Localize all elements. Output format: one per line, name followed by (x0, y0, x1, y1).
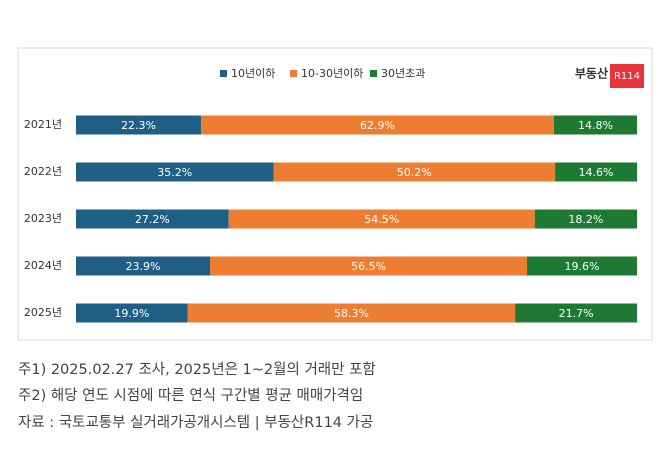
value-label: 56.5% (351, 260, 386, 273)
bar-segment (76, 162, 274, 182)
logo-badge (610, 64, 644, 88)
legend-label: 30년초과 (381, 67, 425, 80)
bar-segment (76, 209, 229, 229)
value-label: 19.9% (114, 307, 149, 320)
note: 자료 : 국토교통부 실거래가공개시스템 | 부동산R114 가공 (18, 415, 374, 431)
bar-segment (273, 162, 556, 182)
logo-badge-text: R114 (614, 71, 640, 82)
bar-segment (76, 256, 211, 276)
y-tick-label: 2023년 (24, 212, 62, 225)
legend-label: 10-30년이하 (301, 66, 363, 80)
bar-segment (201, 115, 554, 135)
bar-segment (228, 209, 535, 229)
value-label: 19.6% (565, 260, 600, 273)
bar-segment (76, 303, 188, 323)
bar-segment (527, 256, 637, 276)
y-tick-label: 2024년 (24, 259, 62, 272)
value-label: 58.3% (334, 307, 369, 320)
value-label: 21.7% (559, 307, 594, 320)
value-label: 18.2% (568, 213, 603, 226)
value-label: 35.2% (157, 166, 192, 179)
legend-swatch (220, 70, 227, 77)
y-tick-label: 2025년 (24, 306, 62, 319)
value-label: 54.5% (364, 213, 399, 226)
bar-segment (187, 303, 516, 323)
chart-frame (17, 47, 653, 341)
logo-text: 부동산 (575, 66, 608, 81)
legend-label: 10년이하 (231, 66, 275, 80)
y-tick-label: 2022년 (24, 165, 62, 178)
legend-swatch (370, 70, 377, 77)
bar-segment (555, 162, 637, 182)
value-label: 50.2% (397, 166, 432, 179)
note: 주1) 2025.02.27 조사, 2025년은 1~2월의 거래만 포함 (18, 362, 376, 378)
legend-swatch (290, 70, 297, 77)
value-label: 22.3% (121, 119, 156, 132)
bar-segment (210, 256, 528, 276)
y-tick-label: 2021년 (24, 118, 62, 131)
bar-segment (553, 115, 637, 135)
value-label: 14.8% (578, 119, 613, 132)
value-label: 27.2% (135, 213, 170, 226)
value-label: 23.9% (126, 260, 161, 273)
note: 주2) 해당 연도 시점에 따른 연식 구간별 평균 매매가격임 (18, 388, 364, 404)
value-label: 62.9% (360, 119, 395, 132)
bar-segment (534, 209, 637, 229)
bar-segment (76, 115, 202, 135)
bar-segment (515, 303, 637, 323)
value-label: 14.6% (579, 166, 614, 179)
chart: 부동산 R114 10년이하 10-30년이하 30년초과 2021년 22.3% 62.… (17, 47, 653, 341)
